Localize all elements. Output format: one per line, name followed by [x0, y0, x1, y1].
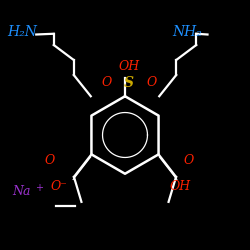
Text: O⁻: O⁻: [50, 180, 67, 193]
Text: O: O: [146, 76, 156, 90]
Text: NH₂: NH₂: [172, 26, 203, 40]
Text: O: O: [184, 154, 194, 166]
Text: O: O: [101, 76, 112, 90]
Text: O: O: [45, 154, 55, 166]
Text: H₂N: H₂N: [8, 26, 38, 40]
Text: S: S: [124, 76, 134, 90]
Text: Na: Na: [12, 185, 30, 198]
Text: OH: OH: [118, 60, 139, 73]
Text: +: +: [35, 183, 43, 193]
Text: OH: OH: [170, 180, 190, 193]
